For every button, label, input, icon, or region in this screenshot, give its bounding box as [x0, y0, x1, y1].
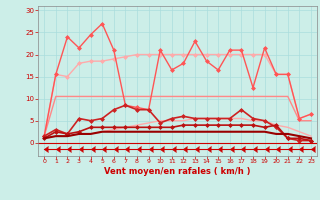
X-axis label: Vent moyen/en rafales ( km/h ): Vent moyen/en rafales ( km/h )	[104, 167, 251, 176]
